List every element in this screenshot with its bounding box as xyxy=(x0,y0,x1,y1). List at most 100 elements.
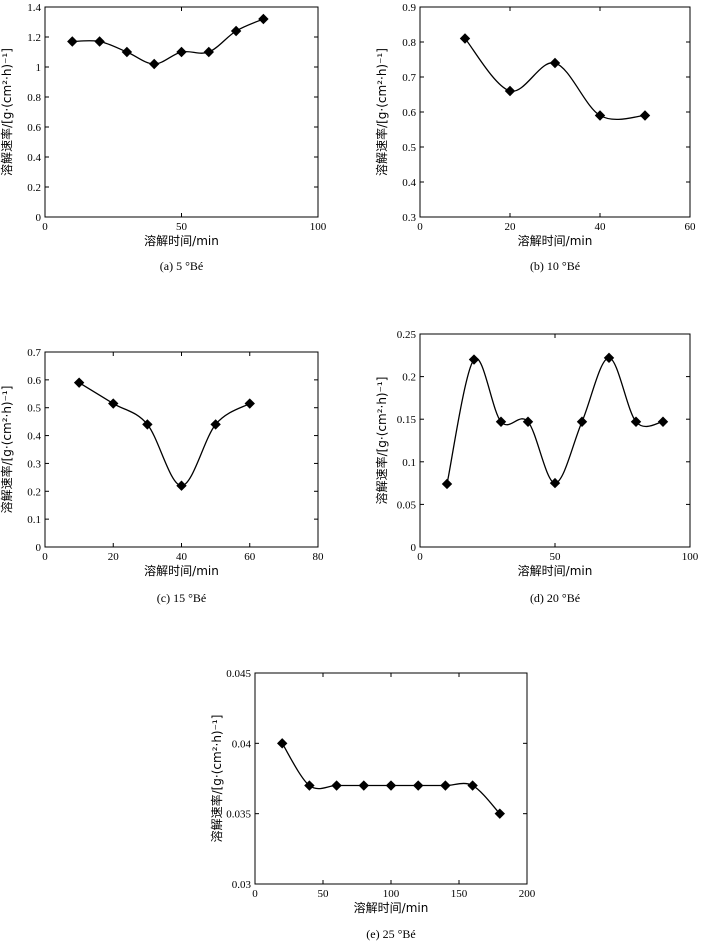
x-tick-label: 60 xyxy=(244,551,256,563)
y-tick-label: 0.15 xyxy=(397,414,417,426)
series-line xyxy=(446,357,664,485)
series-line xyxy=(281,742,501,815)
y-tick-label: 0.3 xyxy=(402,212,416,224)
data-point-marker xyxy=(121,46,133,58)
y-tick-label: 0.04 xyxy=(232,738,252,750)
series-line xyxy=(78,382,251,487)
x-axis-title: 溶解时间/min xyxy=(144,233,219,248)
data-point-marker xyxy=(230,25,242,37)
data-point-marker xyxy=(385,780,397,791)
x-tick-label: 0 xyxy=(42,221,48,233)
x-tick-label: 0 xyxy=(417,221,423,233)
data-point-marker xyxy=(549,477,561,489)
data-point-marker xyxy=(630,416,642,427)
data-point-marker xyxy=(657,416,669,427)
y-tick-label: 1 xyxy=(36,62,42,74)
y-tick-label: 0.4 xyxy=(27,152,41,164)
y-tick-label: 0 xyxy=(36,542,42,554)
series-line xyxy=(464,38,646,120)
x-axis-title: 溶解时间/min xyxy=(518,563,593,578)
x-tick-label: 200 xyxy=(519,888,536,900)
data-point-marker xyxy=(603,352,615,364)
data-point-marker xyxy=(639,110,651,121)
data-point-marker xyxy=(94,36,105,47)
data-point-marker xyxy=(304,780,315,791)
data-point-marker xyxy=(142,419,153,430)
y-tick-label: 0.6 xyxy=(402,107,416,119)
data-point-marker xyxy=(495,416,507,427)
data-point-marker xyxy=(331,780,342,791)
data-point-marker xyxy=(549,57,561,69)
x-tick-label: 100 xyxy=(383,888,400,900)
data-point-marker xyxy=(108,398,119,409)
data-point-marker xyxy=(494,808,505,819)
y-tick-label: 0.05 xyxy=(397,499,417,511)
y-tick-label: 0.6 xyxy=(27,122,41,134)
y-tick-label: 0.1 xyxy=(27,514,41,526)
data-point-marker xyxy=(73,377,85,388)
y-tick-label: 0.4 xyxy=(402,177,416,189)
y-tick-label: 0.5 xyxy=(27,403,41,415)
x-tick-label: 0 xyxy=(252,888,258,900)
y-tick-label: 0.2 xyxy=(27,486,41,498)
data-point-marker xyxy=(594,110,606,121)
x-axis-title: 溶解时间/min xyxy=(518,233,593,248)
y-tick-label: 1.2 xyxy=(27,32,41,44)
y-tick-label: 0.1 xyxy=(402,457,416,469)
chart-panel-e: 0 50 100 150 200 0.03 0.035 0.04 0.045 溶解时间/min 溶解… xyxy=(209,668,536,941)
y-tick-label: 0.045 xyxy=(226,668,251,680)
x-tick-label: 20 xyxy=(505,221,517,233)
chart-panel-d: 0 50 100 0 0.05 0.1 0.15 0.2 0.25 溶解时间/min 溶解速率/[g… xyxy=(374,329,699,605)
y-axis-title: 溶解速率/[g·(cm²·h)⁻¹] xyxy=(0,48,14,176)
y-tick-label: 0.25 xyxy=(397,329,417,341)
y-tick-label: 0.8 xyxy=(402,37,416,49)
y-tick-label: 0.9 xyxy=(402,2,416,14)
y-axis-title: 溶解速率/[g·(cm²·h)⁻¹] xyxy=(0,386,14,514)
y-tick-label: 1.4 xyxy=(27,2,41,14)
data-point-marker xyxy=(176,46,187,58)
plot-frame xyxy=(44,6,319,218)
data-point-marker xyxy=(149,58,160,70)
y-axis-title: 溶解速率/[g·(cm²·h)⁻¹] xyxy=(374,377,389,505)
data-point-marker xyxy=(576,416,588,427)
chart-panel-b: 0 20 40 60 0.3 0.4 0.5 0.6 0.7 0.8 0.9 溶解时间/min 溶解速率… xyxy=(374,2,696,273)
y-tick-label: 0 xyxy=(411,542,417,554)
data-point-marker xyxy=(468,354,480,365)
plot-frame xyxy=(44,351,319,548)
panel-caption: (b) 10 °Bé xyxy=(530,259,580,273)
x-tick-label: 0 xyxy=(42,551,48,563)
chart-panel-c: 0 20 40 60 80 0 0.1 0.2 0.3 0.4 0.5 0.6 0.7 溶解时间/min 溶… xyxy=(0,347,324,605)
data-point-marker xyxy=(522,416,534,427)
panel-caption: (d) 20 °Bé xyxy=(530,591,580,605)
y-tick-label: 0.4 xyxy=(27,431,41,443)
chart-panel-a: 0 50 100 0 0.2 0.4 0.6 0.8 1 1.2 1.4 溶解时间/min 溶解速率/[… xyxy=(0,2,327,273)
panel-caption: (a) 5 °Bé xyxy=(160,259,203,273)
panel-caption: (e) 25 °Bé xyxy=(366,927,415,941)
data-point-marker xyxy=(358,780,369,791)
y-tick-label: 0.5 xyxy=(402,142,416,154)
y-tick-label: 0.3 xyxy=(27,458,41,470)
x-axis-title: 溶解时间/min xyxy=(144,563,219,578)
x-tick-label: 50 xyxy=(550,551,562,563)
data-point-marker xyxy=(504,85,516,97)
data-point-marker xyxy=(176,480,187,491)
data-point-marker xyxy=(203,46,214,58)
plot-frame xyxy=(419,333,691,548)
panel-caption: (c) 15 °Bé xyxy=(157,591,206,605)
data-point-marker xyxy=(467,780,478,791)
data-point-marker xyxy=(244,398,255,409)
plot-frame xyxy=(254,672,528,885)
x-tick-label: 80 xyxy=(313,551,325,563)
x-tick-label: 150 xyxy=(451,888,468,900)
x-tick-label: 20 xyxy=(108,551,120,563)
x-tick-label: 100 xyxy=(310,221,327,233)
data-point-marker xyxy=(440,780,451,791)
data-point-marker xyxy=(459,33,471,44)
y-tick-label: 0.8 xyxy=(27,92,41,104)
y-tick-label: 0.7 xyxy=(27,347,41,359)
y-tick-label: 0 xyxy=(36,212,42,224)
y-tick-label: 0.7 xyxy=(402,72,416,84)
data-point-marker xyxy=(258,13,269,25)
